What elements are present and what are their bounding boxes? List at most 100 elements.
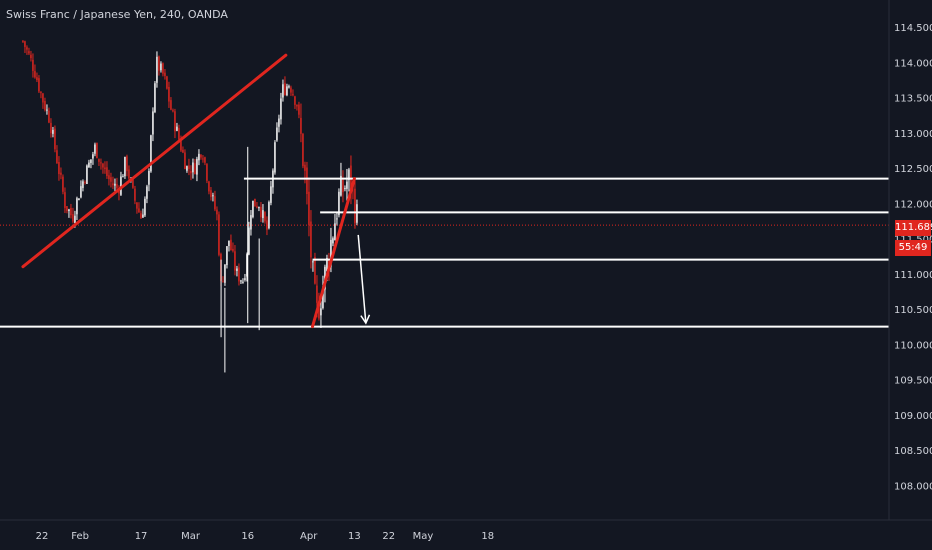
candle-body [176,126,178,131]
candle-body [106,167,108,177]
candle-body [138,208,140,213]
candle-body [32,59,34,71]
candle-body [286,86,288,96]
candle-body [72,214,74,222]
candle-body [82,181,84,188]
candle-body [104,167,106,170]
candle-body [148,170,150,185]
candle-body [112,183,114,186]
candle-body [178,128,180,140]
time-tick-label: 16 [241,531,254,542]
price-tick-label: 114.000 [894,58,932,69]
candle-body [34,71,36,78]
candle-body [120,176,122,195]
candle-body [28,51,30,54]
time-tick-label: 13 [348,531,361,542]
candle-body [256,206,258,208]
rising-trendline[interactable] [21,53,288,269]
candle-body [98,158,100,162]
candle-body [58,162,60,175]
candle-body [296,104,298,107]
candle-body [190,171,192,174]
time-axis[interactable]: 22 Feb 17 Mar 16 Apr 13 22 May 18 [36,531,495,542]
candle-body [332,238,334,244]
candle-body [280,98,282,120]
price-tick-label: 114.500 [894,23,932,34]
candle-body [30,54,32,59]
candle-body [314,256,316,284]
candle-body [54,128,56,150]
time-tick-label: 22 [382,531,395,542]
candle-body [270,186,272,203]
candle-body [226,246,228,266]
price-tick-label: 112.000 [894,199,932,210]
forecast-arrow[interactable] [357,234,367,324]
candle-body [156,56,158,83]
candle-body [322,286,324,309]
candle-body [242,281,244,283]
candle-body [164,72,166,76]
candle-body [290,87,292,93]
candle-body [230,239,232,251]
candle-body [278,118,280,127]
candle-body [350,165,352,189]
candle-body [356,204,358,223]
price-tick-label: 109.500 [894,376,932,387]
candle-body [180,139,182,151]
candle-body [24,41,26,47]
candle-body [86,165,88,185]
forecast-arrow-head [360,314,371,325]
candle-body [252,200,254,218]
candle-body [66,206,68,211]
candle-body [222,281,224,283]
candle-body [262,210,264,219]
price-tick-label: 109.000 [894,411,932,422]
candle-body [80,186,82,198]
candle-body [354,188,356,224]
price-tick-label: 112.500 [894,164,932,175]
candle-body [136,202,138,209]
candle-body [266,220,268,230]
candle-body [62,176,64,192]
candle-body [260,206,262,218]
candle-body [316,285,318,303]
candle-body [188,165,190,170]
candle-body [212,195,214,197]
candle-body [264,212,266,222]
candle-body [168,86,170,102]
candle-body [308,191,310,225]
candle-body [84,181,86,183]
candle-body [92,154,94,159]
candle-body [200,154,202,158]
candle-body [182,149,184,153]
candle-body [196,158,198,175]
candle-body [166,76,168,89]
candle-body [142,214,144,218]
support-trendline[interactable] [311,177,356,329]
candle-body [22,40,24,42]
candle-body [68,209,70,212]
candle-body [268,202,270,229]
price-tick-label: 111.000 [894,270,932,281]
candle-body [186,166,188,171]
candle-body [96,143,98,158]
candle-body [214,196,216,210]
candle-body [110,177,112,182]
last-price-label: 111.689 [895,220,932,236]
candle-body [40,92,42,94]
candle-body [306,167,308,195]
candle-body [132,179,134,188]
candle-body [198,153,200,161]
candle-body [282,84,284,98]
candle-body [122,176,124,178]
candle-body [288,86,290,88]
candle-body [172,110,174,112]
candle-body [94,144,96,154]
candle-body [108,175,110,180]
candle-body [74,215,76,223]
candle-body [298,104,300,115]
candle-body [320,308,322,316]
candle-body [244,278,246,280]
drawings-layer [0,53,889,329]
